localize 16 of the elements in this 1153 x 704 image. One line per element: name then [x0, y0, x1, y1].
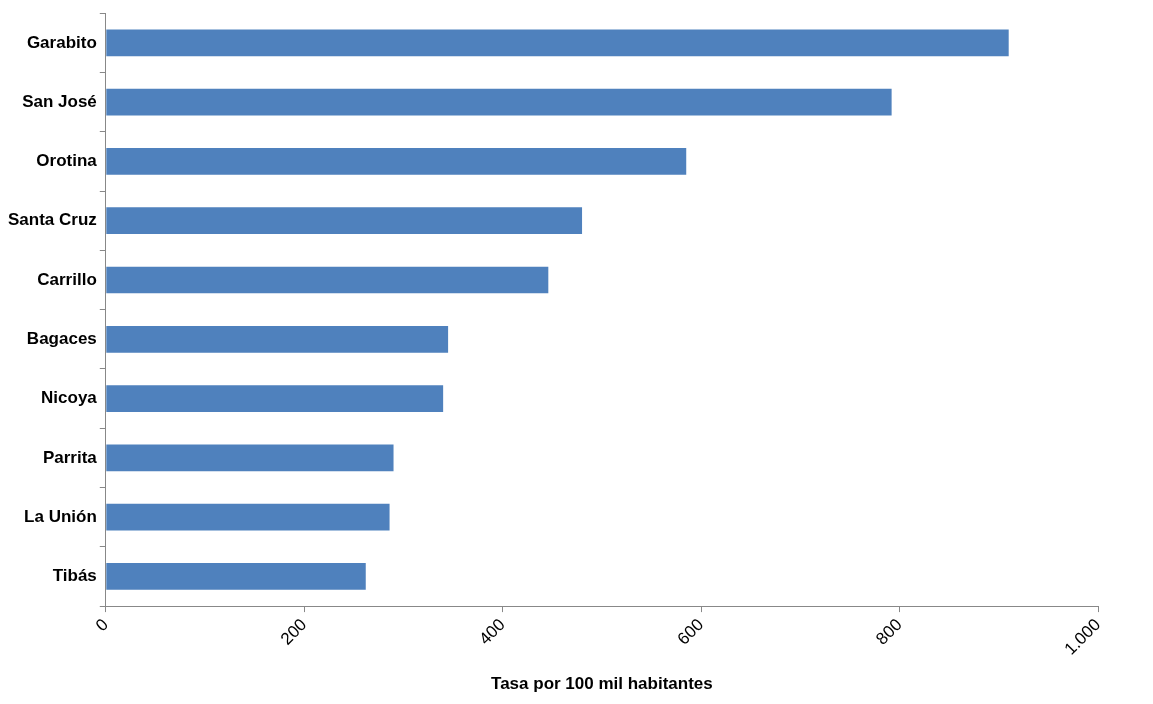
x-tick-label: 400 [475, 615, 509, 649]
y-tick-label: Tibás [52, 566, 97, 586]
y-tick-label: Orotina [36, 151, 98, 171]
y-tick-label: San José [22, 91, 97, 111]
x-tick-label: 800 [872, 615, 906, 649]
y-tick-label: La Unión [24, 506, 97, 526]
y-tick-label: Santa Cruz [8, 210, 97, 230]
y-tick-label: Parrita [42, 447, 98, 467]
y-tick-label: Carrillo [37, 269, 97, 289]
x-tick-label: 200 [276, 615, 311, 649]
y-tick-label: Nicoya [41, 388, 98, 408]
y-tick-label: Garabito [26, 32, 97, 52]
y-tick-label: Bagaces [26, 328, 97, 348]
x-axis-title: Tasa por 100 mil habitantes [491, 674, 713, 694]
x-tick-label: 600 [673, 615, 708, 649]
x-tick-label: 0 [91, 615, 112, 636]
